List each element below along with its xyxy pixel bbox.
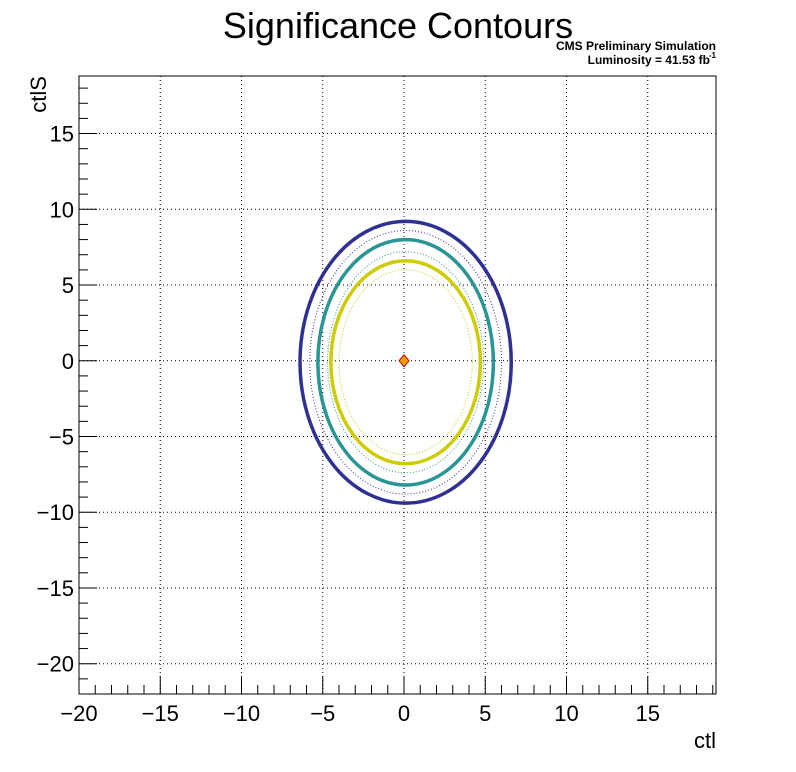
contour-dotted-4 [327, 251, 485, 474]
axis-ticks [78, 87, 714, 695]
y-axis-label: ctlS [26, 76, 51, 113]
x-tick-label: 10 [554, 701, 578, 726]
chart-title: Significance Contours [223, 5, 573, 46]
y-tick-label: 15 [50, 122, 74, 147]
best-fit-marker [398, 353, 410, 368]
y-tick-label: 5 [62, 273, 74, 298]
contours [298, 219, 513, 505]
y-tick-label: −5 [49, 425, 74, 450]
x-tick-label: 0 [398, 701, 410, 726]
x-tick-label: −20 [60, 701, 97, 726]
x-tick-label: 5 [479, 701, 491, 726]
y-tick-label: −15 [37, 576, 74, 601]
x-tick-label: −10 [223, 701, 260, 726]
grid-lines [79, 76, 716, 694]
contour-solid-1 [316, 237, 496, 487]
contour-solid-2 [329, 259, 483, 466]
luminosity-unit-exponent: -1 [709, 51, 717, 60]
x-axis-label: ctl [694, 728, 716, 753]
cms-label: CMS Preliminary Simulation [556, 39, 716, 53]
tick-labels: −20 −15 −10 −5 0 5 10 15 −20 −15 −10 −5 0 5 10 15 [37, 122, 660, 726]
luminosity-label: Luminosity = 41.53 fb [588, 53, 710, 67]
y-tick-label: 10 [50, 197, 74, 222]
x-tick-label: −5 [310, 701, 335, 726]
x-tick-label: 15 [636, 701, 660, 726]
plot-frame [78, 75, 717, 695]
best-fit-markers [398, 353, 410, 368]
x-tick-label: −15 [142, 701, 179, 726]
y-tick-label: −10 [37, 500, 74, 525]
contour-solid-0 [298, 219, 513, 505]
contour-dotted-3 [309, 230, 502, 495]
y-tick-label: −20 [37, 652, 74, 677]
contour-dotted-5 [338, 269, 473, 456]
y-tick-label: 0 [62, 349, 74, 374]
